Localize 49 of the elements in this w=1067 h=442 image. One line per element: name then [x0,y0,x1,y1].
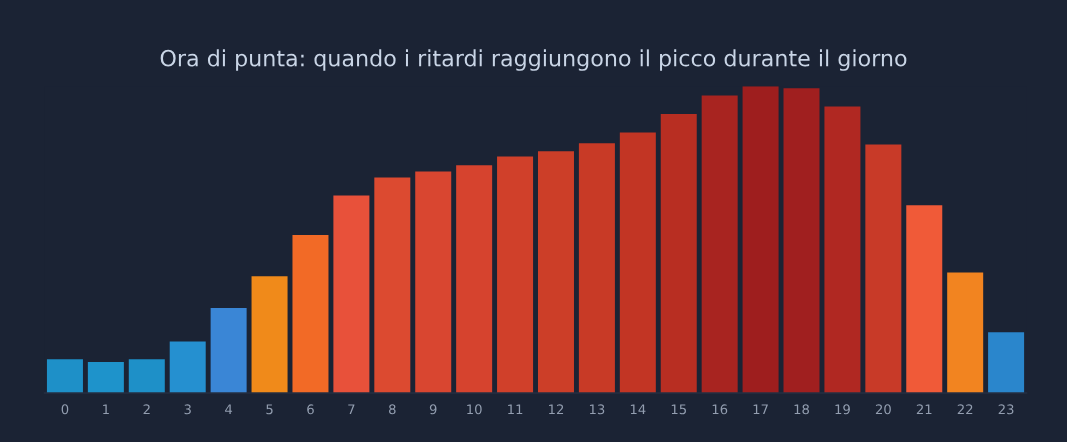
x-tick-label: 16 [712,404,728,415]
x-tick-label: 1 [103,404,109,415]
x-tick-label: 18 [794,404,809,415]
x-tick-label: 11 [508,404,523,415]
bar [87,361,124,393]
x-tick-label: 6 [307,404,314,415]
bar [251,276,288,393]
x-tick-label: 3 [184,404,191,415]
bar [374,177,411,393]
bar [497,156,534,393]
bar [824,106,861,393]
bar [333,195,370,393]
bar [988,332,1025,393]
x-tick-label: 20 [875,404,891,415]
x-tick-label: 9 [429,404,437,415]
chart-title: Ora di punta: quando i ritardi raggiungono il picco durante il giorno [160,49,907,71]
bar [128,359,165,393]
bar [169,341,206,393]
x-tick-label: 5 [266,404,273,415]
bar [415,171,452,393]
bar [742,86,779,393]
x-tick-label: 2 [143,404,150,415]
x-tick-label: 17 [753,404,768,415]
x-tick-label: 14 [630,404,646,415]
bar [865,144,902,393]
bar [619,132,656,393]
x-tick-label: 8 [389,404,396,415]
x-tick-label: 23 [998,404,1014,415]
x-tick-label: 15 [671,404,686,415]
x-tick-label: 21 [916,404,932,415]
bar [537,151,574,393]
x-tick-label: 4 [225,404,233,415]
x-tick-label: 13 [589,404,605,415]
bar [947,272,984,393]
x-tick-label: 10 [467,404,482,415]
bar [660,114,697,393]
bar [906,205,943,393]
x-tick-label: 7 [348,404,355,415]
bar [456,165,493,393]
bar [210,307,247,393]
x-tick-label: 12 [549,404,564,415]
bar [783,88,820,393]
x-tick-label: 0 [61,404,69,415]
bar [701,95,738,393]
bar [292,234,329,393]
bar [578,143,615,393]
x-tick-label: 19 [835,404,850,415]
bar [46,359,83,393]
x-tick-label: 22 [957,404,973,415]
